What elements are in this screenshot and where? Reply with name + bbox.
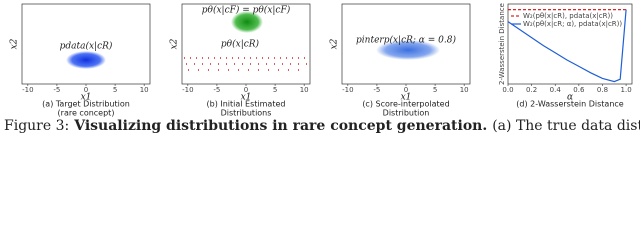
x-tick-label: 0.8 [597, 86, 608, 94]
panel-caption: Distributions [221, 109, 272, 118]
caption-text: (a) The true data distribution [492, 118, 640, 134]
caption-label: Figure 3: [4, 118, 69, 134]
x-tick-label: -10 [22, 86, 33, 94]
x-tick-label: 0.4 [550, 86, 562, 94]
x-tick-label: 5 [273, 86, 277, 94]
x-tick-label: 10 [300, 86, 309, 94]
cloud [231, 11, 263, 33]
panel-caption: (a) Target Distribution [42, 100, 130, 109]
x-tick-label: 0 [244, 86, 248, 94]
x-tick-label: -10 [342, 86, 353, 94]
x-tick-label: 0.0 [502, 86, 513, 94]
series-line [507, 9, 627, 83]
figure: -10 -5 0 5 10 x1 x2 pdata(x|cR) (a) Target Distr… [4, 3, 640, 134]
annotation: pinterp(x|cR; α = 0.8) [356, 35, 456, 46]
legend-label: W₂(pθ(x|cR; α), pdata(x|cR)) [523, 20, 622, 28]
panel-caption: (rare concept) [58, 109, 115, 118]
panel-caption: (b) Initial Estimated [207, 100, 286, 109]
panel-caption: (c) Score-interpolated [362, 100, 449, 109]
x-tick-label: -5 [373, 86, 380, 94]
y-label: x2 [170, 38, 180, 49]
x-tick-label: 1.0 [621, 86, 632, 94]
x-tick-label: 5 [433, 86, 437, 94]
cloud [376, 40, 440, 60]
annotation: pdata(x|cR) [60, 41, 113, 52]
x-tick-label: -5 [53, 86, 60, 94]
annotation: pθ(x|cF) = pθ(x|cF) [202, 5, 291, 16]
x-tick-label: 10 [140, 86, 149, 94]
legend-label: W₂(pθ(x|cR), pdata(x|cR)) [523, 12, 613, 20]
y-label: x2 [10, 38, 20, 49]
x-label: x1 [81, 93, 92, 103]
x-tick-label: 0.2 [526, 86, 537, 94]
cloud [66, 51, 106, 69]
annotation: pθ(x|cR) [221, 39, 260, 50]
figure-caption: Figure 3: Visualizing distributions in ra… [4, 118, 640, 134]
x-tick-label: 10 [460, 86, 469, 94]
x-tick-label: 0.6 [573, 86, 585, 94]
x-tick-label: -10 [182, 86, 193, 94]
y-label: 2-Wasserstein Distance [498, 3, 506, 85]
panel-caption: (d) 2-Wasserstein Distance [516, 100, 623, 109]
x-label: x1 [401, 93, 412, 103]
axes [507, 3, 633, 85]
y-label: x2 [330, 38, 340, 49]
x-tick-label: 0 [84, 86, 88, 94]
panel-caption: Distribution [383, 109, 430, 118]
x-tick-label: 5 [113, 86, 117, 94]
x-tick-label: 0 [404, 86, 408, 94]
page: -10 -5 0 5 10 x1 x2 pdata(x|cR) (a) Target Distr… [4, 3, 640, 134]
x-label: α [567, 93, 573, 103]
caption-bold: Visualizing distributions in rare concep… [73, 118, 487, 134]
x-tick-label: -5 [213, 86, 220, 94]
x-label: x1 [241, 93, 252, 103]
